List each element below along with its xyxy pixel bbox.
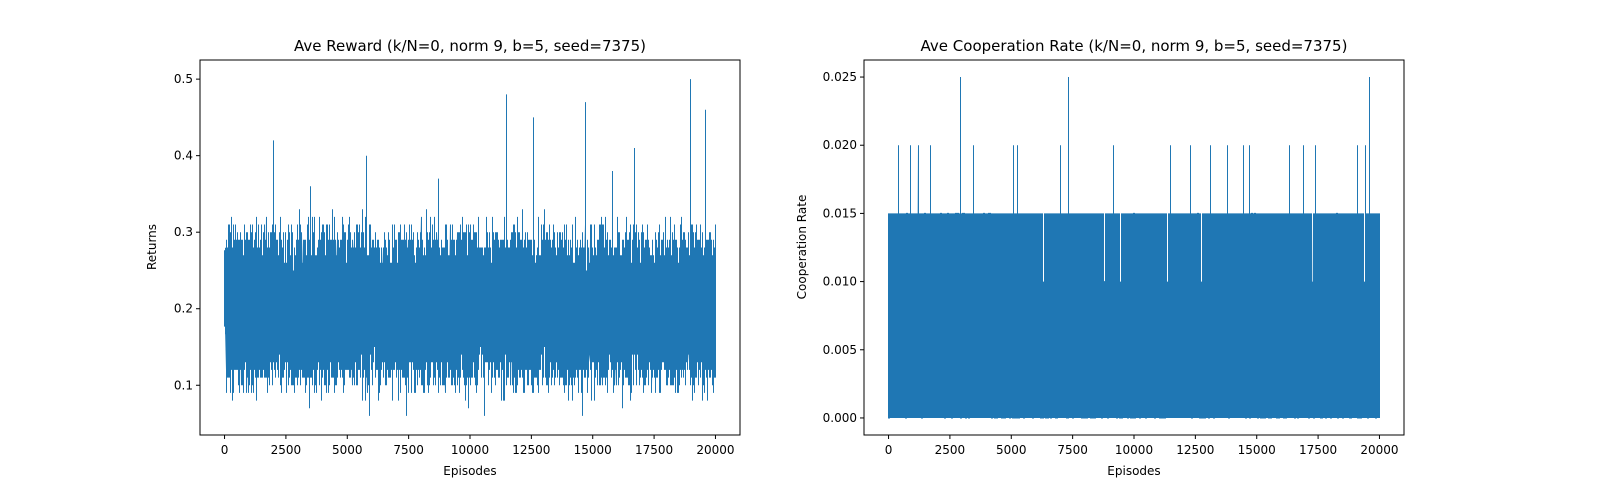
x-tick-label: 17500 bbox=[635, 443, 673, 457]
x-tick-label: 15000 bbox=[1238, 443, 1276, 457]
y-tick-label: 0.000 bbox=[823, 411, 857, 425]
x-tick-label: 10000 bbox=[451, 443, 489, 457]
x-tick-label: 20000 bbox=[1360, 443, 1398, 457]
reward-series bbox=[224, 79, 716, 416]
x-tick-label: 5000 bbox=[332, 443, 363, 457]
reward-chart: Ave Reward (k/N=0, norm 9, b=5, seed=737… bbox=[145, 37, 741, 478]
reward-chart-xlabel: Episodes bbox=[443, 464, 496, 478]
x-tick-label: 0 bbox=[221, 443, 229, 457]
reward-x-ticks: 0 2500 5000 7500 10000 12500 15000 17500 20000 bbox=[221, 435, 735, 457]
x-tick-label: 12500 bbox=[1176, 443, 1214, 457]
x-tick-label: 7500 bbox=[393, 443, 424, 457]
y-tick-label: 0.3 bbox=[174, 225, 193, 239]
y-tick-label: 0.015 bbox=[823, 206, 857, 220]
reward-plot-frame bbox=[199, 59, 741, 436]
x-tick-label: 12500 bbox=[512, 443, 550, 457]
y-tick-label: 0.1 bbox=[174, 378, 193, 392]
reward-chart-ylabel: Returns bbox=[145, 224, 159, 270]
x-tick-label: 2500 bbox=[935, 443, 966, 457]
cooperation-chart-ylabel: Cooperation Rate bbox=[795, 195, 809, 300]
x-tick-label: 5000 bbox=[996, 443, 1027, 457]
cooperation-chart-title: Ave Cooperation Rate (k/N=0, norm 9, b=5… bbox=[921, 37, 1348, 55]
x-tick-label: 15000 bbox=[574, 443, 612, 457]
cooperation-plot-frame bbox=[863, 59, 1405, 436]
y-tick-label: 0.005 bbox=[823, 343, 857, 357]
reward-y-ticks: 0.1 0.2 0.3 0.4 0.5 bbox=[174, 72, 200, 392]
series-line bbox=[224, 79, 716, 416]
y-tick-label: 0.4 bbox=[174, 149, 193, 163]
y-tick-label: 0.025 bbox=[823, 70, 857, 84]
x-tick-label: 2500 bbox=[271, 443, 302, 457]
x-tick-label: 7500 bbox=[1057, 443, 1088, 457]
cooperation-y-ticks: 0.000 0.005 0.010 0.015 0.020 0.025 bbox=[823, 70, 864, 425]
cooperation-chart-xlabel: Episodes bbox=[1107, 464, 1160, 478]
reward-chart-title: Ave Reward (k/N=0, norm 9, b=5, seed=737… bbox=[294, 37, 646, 55]
y-tick-label: 0.2 bbox=[174, 302, 193, 316]
cooperation-x-ticks: 0 2500 5000 7500 10000 12500 15000 17500 20000 bbox=[885, 435, 1399, 457]
cooperation-chart: Ave Cooperation Rate (k/N=0, norm 9, b=5… bbox=[795, 37, 1405, 478]
series-line bbox=[888, 77, 1380, 419]
x-tick-label: 10000 bbox=[1115, 443, 1153, 457]
y-tick-label: 0.020 bbox=[823, 138, 857, 152]
x-tick-label: 20000 bbox=[696, 443, 734, 457]
x-tick-label: 17500 bbox=[1299, 443, 1337, 457]
y-tick-label: 0.010 bbox=[823, 275, 857, 289]
cooperation-series bbox=[888, 77, 1380, 419]
y-tick-label: 0.5 bbox=[174, 72, 193, 86]
x-tick-label: 0 bbox=[885, 443, 893, 457]
